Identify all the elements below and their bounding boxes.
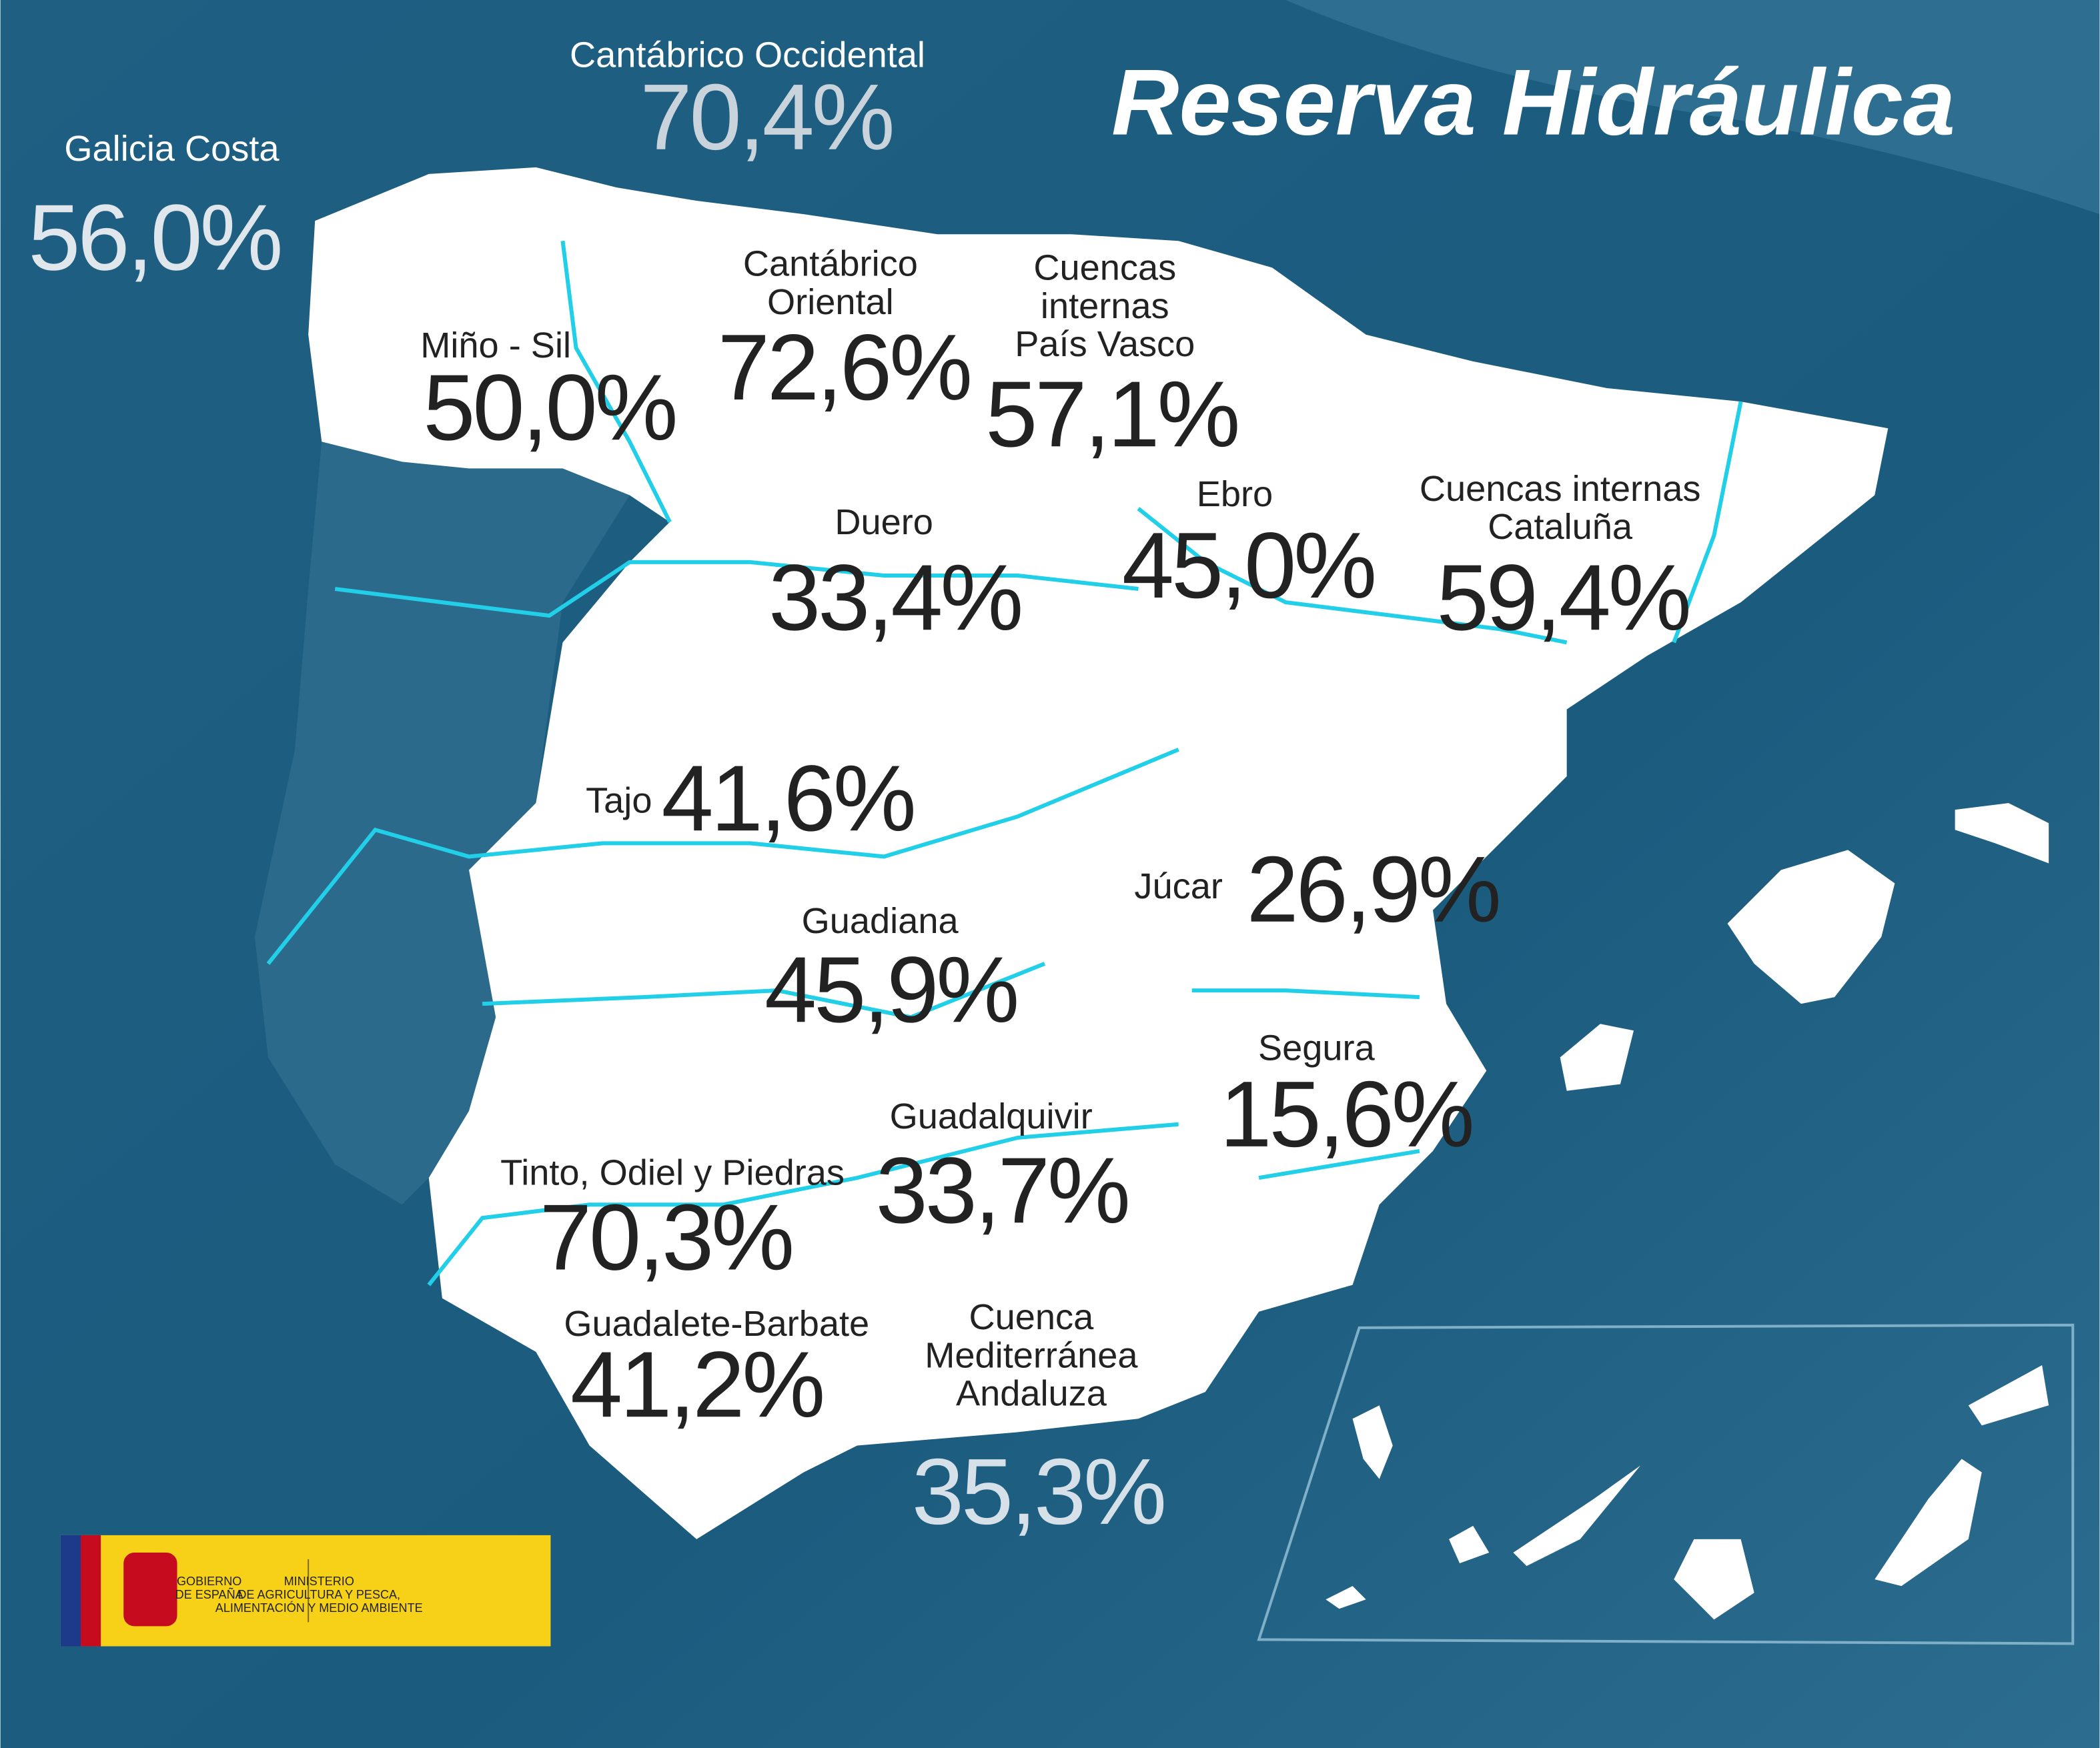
basin-name: Oriental: [767, 282, 894, 322]
basin-value: 56,0%: [28, 185, 280, 289]
canary-islands: [1326, 1365, 2049, 1620]
basin-name: Guadiana: [802, 901, 959, 941]
logo-government: DE ESPAÑA: [175, 1587, 243, 1601]
island: [1727, 850, 1895, 1004]
river: [334, 560, 1139, 618]
logo-ministry: MINISTERIO: [284, 1575, 354, 1588]
basin-value: 26,9%: [1247, 837, 1499, 942]
logo-coat-of-arms: [123, 1552, 177, 1627]
logo-ministry: ALIMENTACIÓN Y MEDIO AMBIENTE: [215, 1601, 423, 1615]
island: [1560, 1024, 1634, 1091]
basin-value: 33,4%: [768, 545, 1021, 650]
basin-value: 50,0%: [423, 355, 675, 460]
island: [1968, 1365, 2049, 1426]
basin-name: Tinto, Odiel y Piedras: [500, 1152, 845, 1192]
basin-name: Mediterránea: [925, 1335, 1138, 1375]
basin-name: Cantábrico Occidental: [570, 35, 925, 75]
river: [560, 240, 672, 524]
island: [1875, 1459, 1982, 1587]
basin-name: Cuenca: [969, 1297, 1095, 1337]
river: [482, 962, 1046, 1020]
basin-name: Cuencas internas: [1420, 469, 1701, 509]
basin-value: 35,3%: [912, 1439, 1164, 1544]
island: [1449, 1525, 1490, 1564]
basin-name: Andaluza: [956, 1374, 1107, 1414]
basin-name: Galicia Costa: [64, 129, 280, 169]
logo-flag-strip: [81, 1535, 101, 1647]
canary-inset: [1257, 1323, 2075, 1645]
basin-value: 41,6%: [662, 746, 914, 850]
basin-name: Segura: [1258, 1028, 1376, 1068]
rivers: [266, 240, 1743, 1286]
basin-value: 70,3%: [540, 1185, 792, 1290]
river: [1191, 988, 1420, 1000]
river: [266, 748, 1179, 965]
basin-value: 45,9%: [764, 937, 1017, 1042]
river: [1672, 401, 1743, 644]
basin-name: Tajo: [586, 780, 652, 820]
portugal: [254, 428, 630, 1205]
basin-name: internas: [1041, 286, 1169, 326]
basin-name: Cantábrico: [743, 244, 918, 284]
island: [1674, 1539, 1754, 1620]
title: Reserva Hidráulica: [1111, 50, 1955, 155]
basin-value: 41,2%: [570, 1332, 823, 1437]
island: [1326, 1586, 1366, 1609]
basin-value: 33,7%: [876, 1138, 1128, 1242]
basin-value: 15,6%: [1219, 1062, 1472, 1166]
basin-name: Guadalete-Barbate: [564, 1304, 869, 1344]
basin-name: Miño - Sil: [420, 325, 571, 365]
basin-name: Cataluña: [1488, 507, 1633, 547]
logo-eu-strip: [60, 1535, 81, 1647]
logo: [60, 1535, 551, 1647]
basin-name: Cuencas: [1033, 248, 1176, 288]
basin-value: 70,4%: [640, 65, 892, 169]
basin-value: 45,0%: [1122, 513, 1374, 618]
island: [1955, 803, 2049, 864]
spain: [308, 167, 1889, 1539]
basin-value: 72,6%: [718, 315, 970, 419]
basin-name: Guadalquivir: [890, 1096, 1093, 1136]
island: [1352, 1405, 1393, 1479]
basin-name: Duero: [835, 502, 933, 542]
balearic-islands: [1560, 803, 2049, 1091]
river: [1258, 1148, 1420, 1180]
logo-government: GOBIERNO: [177, 1575, 241, 1588]
basin-value: 57,1%: [985, 361, 1237, 466]
river: [1137, 507, 1568, 645]
logo-ministry: DE AGRICULTURA Y PESCA,: [237, 1588, 400, 1601]
basin-name: Ebro: [1197, 474, 1273, 514]
basin-name: País Vasco: [1015, 324, 1195, 364]
basin-name: Júcar: [1134, 866, 1222, 906]
island: [1513, 1465, 1641, 1567]
basin-value: 59,4%: [1437, 545, 1689, 650]
land-background: [1285, 0, 2100, 215]
river: [427, 1122, 1179, 1286]
